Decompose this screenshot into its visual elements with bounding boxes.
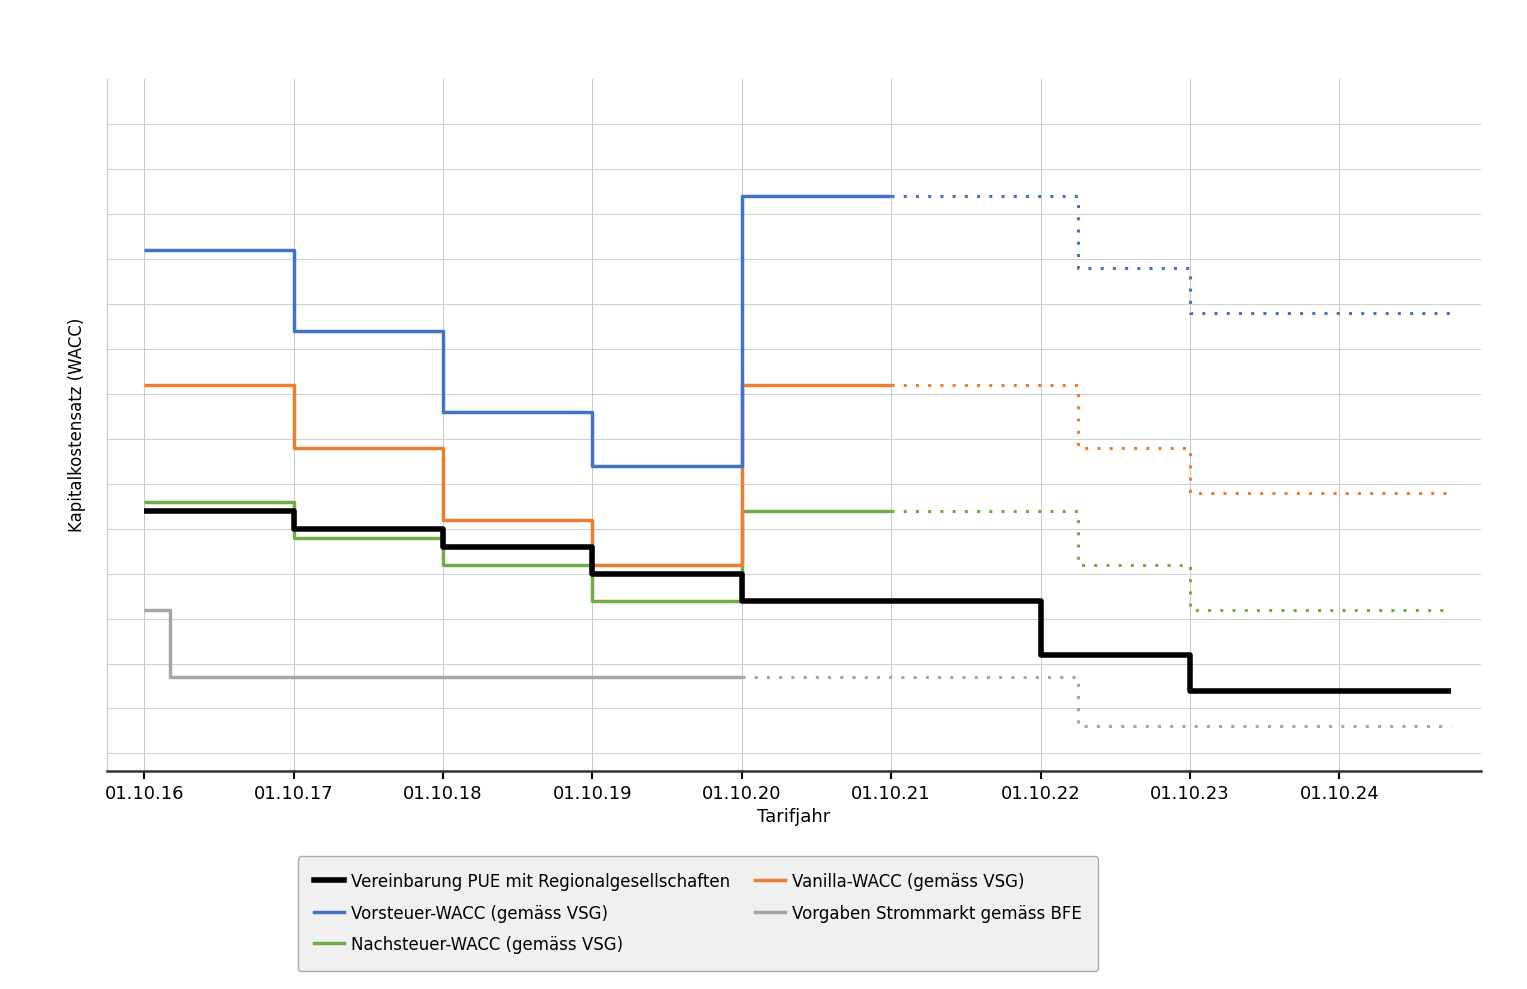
Legend: Vereinbarung PUE mit Regionalgesellschaften, Vorsteuer-WACC (gemäss VSG), Nachst: Vereinbarung PUE mit Regionalgesellschaf… bbox=[298, 856, 1098, 971]
X-axis label: Tarifjahr: Tarifjahr bbox=[757, 808, 831, 826]
Y-axis label: Kapitalkostensatz (WACC): Kapitalkostensatz (WACC) bbox=[69, 318, 86, 532]
